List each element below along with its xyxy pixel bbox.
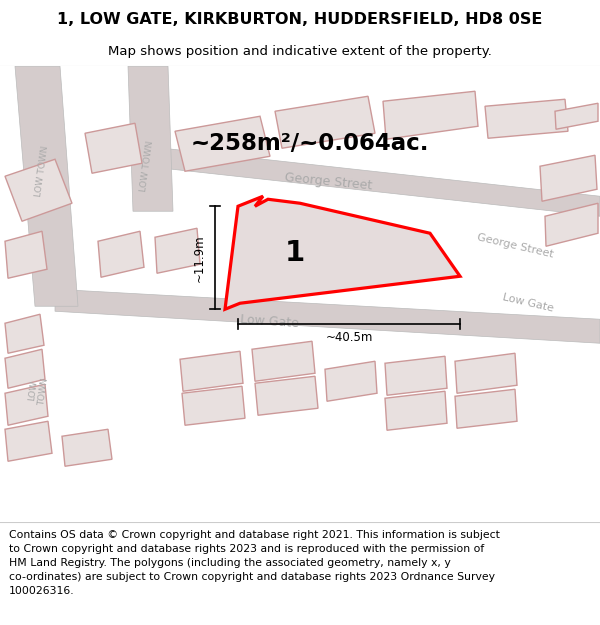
- Text: ~258m²/~0.064ac.: ~258m²/~0.064ac.: [191, 132, 429, 155]
- Polygon shape: [182, 386, 245, 425]
- Polygon shape: [55, 289, 600, 343]
- Text: 1: 1: [285, 239, 305, 268]
- Polygon shape: [5, 159, 72, 221]
- Polygon shape: [180, 351, 243, 391]
- Text: Low Gate: Low Gate: [240, 312, 300, 330]
- Polygon shape: [155, 228, 200, 273]
- Text: George Street: George Street: [284, 171, 373, 192]
- Polygon shape: [325, 361, 377, 401]
- Text: 1, LOW GATE, KIRKBURTON, HUDDERSFIELD, HD8 0SE: 1, LOW GATE, KIRKBURTON, HUDDERSFIELD, H…: [58, 12, 542, 27]
- Text: LOW TOWN: LOW TOWN: [34, 145, 50, 198]
- Polygon shape: [5, 349, 45, 388]
- Polygon shape: [555, 103, 598, 129]
- Polygon shape: [15, 66, 78, 306]
- Polygon shape: [85, 123, 142, 173]
- Polygon shape: [485, 99, 568, 138]
- Polygon shape: [540, 155, 597, 201]
- Polygon shape: [383, 91, 478, 139]
- Polygon shape: [5, 231, 47, 278]
- Polygon shape: [455, 389, 517, 428]
- Text: Low Gate: Low Gate: [502, 292, 554, 314]
- Polygon shape: [5, 421, 52, 461]
- Polygon shape: [275, 96, 375, 148]
- Polygon shape: [455, 353, 517, 393]
- Text: Contains OS data © Crown copyright and database right 2021. This information is : Contains OS data © Crown copyright and d…: [9, 530, 500, 596]
- Text: ~11.9m: ~11.9m: [193, 234, 205, 281]
- Polygon shape: [5, 314, 44, 353]
- Polygon shape: [98, 231, 144, 278]
- Text: LOW TOWN: LOW TOWN: [139, 140, 155, 192]
- Polygon shape: [175, 116, 270, 171]
- Polygon shape: [5, 384, 48, 425]
- Polygon shape: [62, 429, 112, 466]
- Polygon shape: [385, 391, 447, 430]
- Text: Map shows position and indicative extent of the property.: Map shows position and indicative extent…: [108, 45, 492, 58]
- Polygon shape: [145, 146, 600, 216]
- Text: ~40.5m: ~40.5m: [325, 331, 373, 344]
- Polygon shape: [545, 203, 598, 246]
- Text: George Street: George Street: [476, 232, 554, 260]
- Polygon shape: [128, 66, 173, 211]
- Polygon shape: [252, 341, 315, 381]
- Polygon shape: [225, 196, 460, 309]
- Text: LOW
TOWN: LOW TOWN: [26, 376, 50, 406]
- Polygon shape: [255, 376, 318, 415]
- Polygon shape: [385, 356, 447, 395]
